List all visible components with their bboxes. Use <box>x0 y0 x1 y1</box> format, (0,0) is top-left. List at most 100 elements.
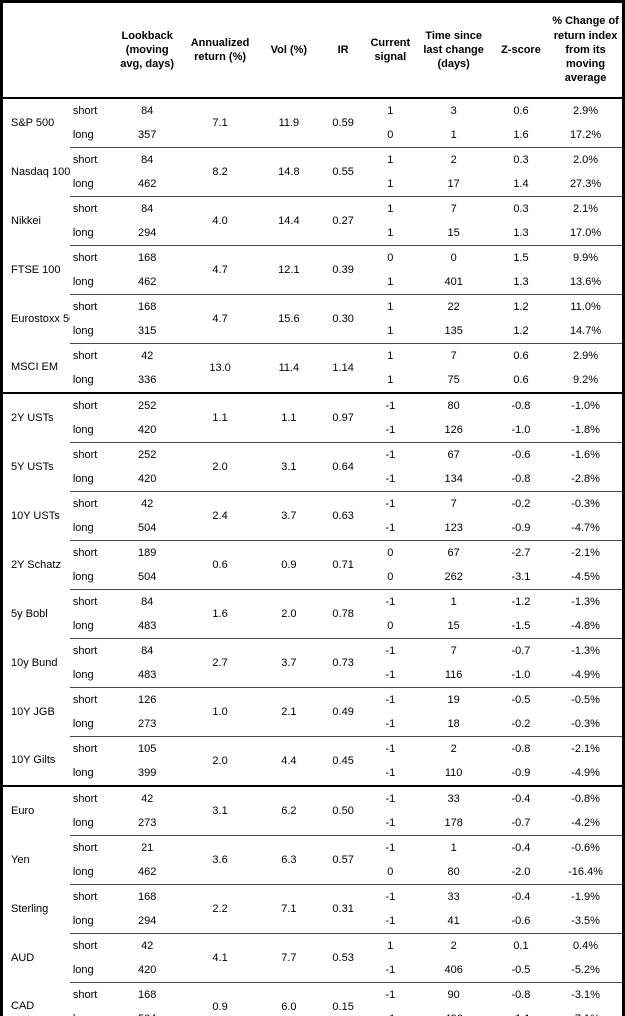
vol-value: 6.0 <box>257 982 321 1016</box>
time-since-value: 126 <box>444 423 463 436</box>
pct-change-value: 2.1% <box>549 196 624 221</box>
asset-name: Sterling <box>11 902 49 915</box>
zscore-value: 0.1 <box>492 933 550 958</box>
current-signal-value: -1 <box>385 816 396 829</box>
asset-name: Yen <box>11 853 30 866</box>
horizon-label: short <box>69 884 113 909</box>
current-signal-value: 1 <box>387 373 394 386</box>
pct-change-value: -4.7% <box>571 521 600 534</box>
vol-value: 15.6 <box>257 294 321 344</box>
lookback-value: 357 <box>138 128 157 141</box>
pct-change-value: 2.9% <box>573 104 599 117</box>
annualized-return-value: 4.7 <box>182 245 258 295</box>
table-body: S&P 500 short 84 7.1 11.9 0.59 1 3 0.6 2.9% long 35… <box>1 98 624 1016</box>
horizon-label: short <box>69 294 113 319</box>
time-since-value: 33 <box>414 884 493 909</box>
pct-change-value: -0.3% <box>549 491 624 516</box>
asset-name: 5Y USTs <box>11 460 54 473</box>
pct-change-value: -2.1% <box>549 540 624 565</box>
pct-change-value: -4.9% <box>571 668 600 681</box>
asset-name: MSCI EM <box>11 361 59 374</box>
vol-value: 2.1 <box>257 687 321 737</box>
header-row: Lookback (moving avg, days) Annualized r… <box>1 1 624 99</box>
zscore-value: -1.5 <box>511 619 531 632</box>
horizon-label: long <box>72 226 94 239</box>
table-row: 5Y USTs short 252 2.0 3.1 0.64 -1 67 -0.6 -1.6% <box>2 442 624 492</box>
vol-value: 1.1 <box>257 392 321 443</box>
asset-name: Nasdaq 100 <box>11 165 70 178</box>
lookback-value: 462 <box>138 177 157 190</box>
vol-value: 12.1 <box>257 245 321 295</box>
zscore-value: 0.6 <box>513 104 529 117</box>
table-row: long 462 1 17 1.4 27.3% <box>2 172 624 197</box>
annualized-return-value: 0.9 <box>182 982 258 1016</box>
zscore-value: 1.2 <box>492 294 550 319</box>
zscore-value: 0.6 <box>513 373 529 386</box>
current-signal-value: -1 <box>366 982 415 1007</box>
table-row: long 399 -1 110 -0.9 -4.9% <box>2 761 624 786</box>
current-signal-value: 1 <box>387 177 394 190</box>
table-row: 2Y Schatz short 189 0.6 0.9 0.71 0 67 -2.7 -2.1% <box>2 540 624 590</box>
table-row: Euro short 42 3.1 6.2 0.50 -1 33 -0.4 -0.8% <box>1 785 624 836</box>
asset-name: 10Y Gilts <box>11 754 56 767</box>
asset-name: 2Y USTs <box>1 392 70 443</box>
pct-change-value: 11.0% <box>549 294 624 319</box>
pct-change-value: -4.9% <box>571 766 600 779</box>
time-since-value: 2 <box>414 147 493 172</box>
asset-name: 10Y USTs <box>11 509 60 522</box>
asset-name: AUD <box>11 951 35 964</box>
horizon-label: short <box>69 736 113 761</box>
horizon-label: long <box>72 570 94 583</box>
current-signal-value: 1 <box>387 226 394 239</box>
current-signal-value: -1 <box>366 835 415 860</box>
lookback-value: 126 <box>112 687 183 712</box>
annualized-return-value: 1.1 <box>182 392 258 443</box>
annualized-return-value: 2.7 <box>182 638 258 688</box>
pct-change-value: 14.7% <box>569 324 602 337</box>
pct-change-value: -3.5% <box>571 914 600 927</box>
table-row: Yen short 21 3.6 6.3 0.57 -1 1 -0.4 -0.6% <box>2 835 624 885</box>
horizon-label: long <box>72 717 94 730</box>
zscore-value: -0.2 <box>511 717 531 730</box>
time-since-value: 135 <box>444 324 463 337</box>
annualized-return-value: 8.2 <box>182 147 258 197</box>
pct-change-value: -2.1% <box>549 736 624 761</box>
pct-change-value: -4.5% <box>571 570 600 583</box>
column-header-vol: Vol (%) <box>257 1 321 99</box>
lookback-value: 336 <box>138 373 157 386</box>
lookback-value: 294 <box>138 914 157 927</box>
zscore-value: -3.1 <box>511 570 531 583</box>
lookback-value: 42 <box>112 933 183 958</box>
pct-change-value: -7.1% <box>549 1007 623 1016</box>
asset-name: S&P 500 <box>11 116 55 129</box>
vol-value: 11.4 <box>257 343 321 393</box>
lookback-value: 483 <box>138 668 157 681</box>
current-signal-value: 0 <box>387 128 394 141</box>
annualized-return-value: 3.6 <box>182 835 258 885</box>
asset-name: CAD <box>11 1000 35 1013</box>
current-signal-value: -1 <box>366 785 415 811</box>
horizon-label: long <box>70 1007 112 1016</box>
current-signal-value: 1 <box>387 104 394 117</box>
lookback-value: 504 <box>112 1007 182 1016</box>
annualized-return-value: 1.6 <box>182 589 258 639</box>
current-signal-value: 0 <box>387 619 394 632</box>
ir-value: 0.49 <box>320 687 367 737</box>
horizon-label: short <box>69 589 113 614</box>
zscore-value: 1.3 <box>513 275 529 288</box>
pct-change-value: -1.0% <box>549 392 624 418</box>
vol-value: 6.2 <box>257 785 321 836</box>
ir-value: 0.53 <box>320 933 367 983</box>
ir-value: 0.50 <box>320 785 367 836</box>
table-row: long 462 1 401 1.3 13.6% <box>2 270 624 295</box>
vol-value: 7.7 <box>257 933 321 983</box>
lookback-value: 462 <box>138 275 157 288</box>
horizon-label: long <box>72 324 94 337</box>
current-signal-value: -1 <box>366 442 415 467</box>
pct-change-value: -0.8% <box>549 785 624 811</box>
time-since-value: 262 <box>444 570 463 583</box>
horizon-label: long <box>72 766 94 779</box>
current-signal-value: -1 <box>366 589 415 614</box>
annualized-return-value: 4.0 <box>182 196 258 246</box>
